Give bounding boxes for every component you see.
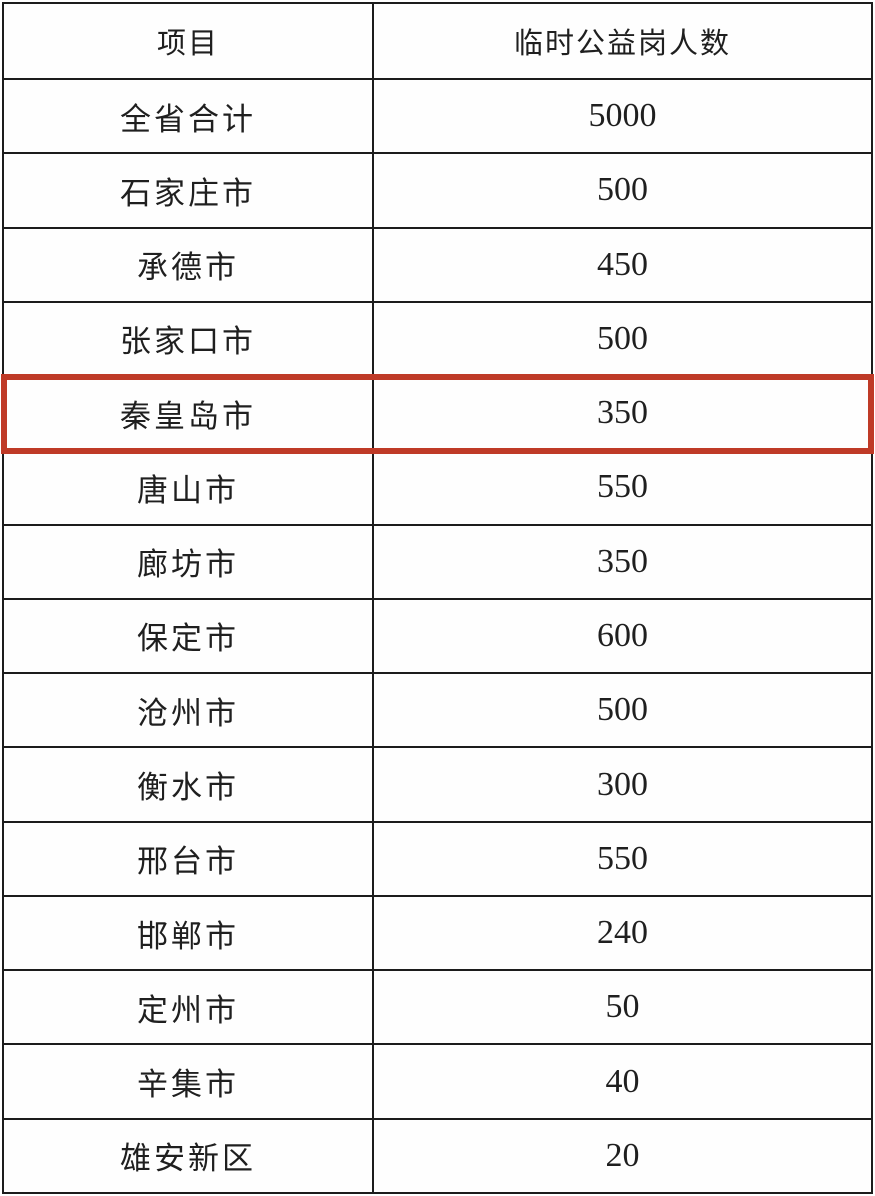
table-row: 承德市 450 [4, 228, 871, 303]
table-row: 沧州市 500 [4, 674, 871, 749]
row-value: 500 [597, 691, 648, 729]
row-label: 石家庄市 [4, 154, 374, 227]
row-value: 450 [597, 245, 648, 283]
table-row: 廊坊市 350 [4, 525, 871, 600]
row-value: 350 [597, 542, 648, 580]
row-label: 沧州市 [4, 674, 374, 747]
row-value: 300 [597, 765, 648, 803]
column-header-headcount: 临时公益岗人数 [513, 28, 731, 60]
table-row: 全省合计 5000 [4, 80, 871, 155]
row-label: 全省合计 [4, 80, 374, 153]
row-label: 秦皇岛市 [4, 377, 374, 450]
row-value: 550 [597, 468, 648, 506]
row-value: 240 [597, 914, 648, 952]
row-label: 邢台市 [4, 822, 374, 895]
row-value: 5000 [588, 97, 657, 135]
table-row: 唐山市 550 [4, 451, 871, 526]
row-value: 50 [605, 988, 640, 1026]
row-label: 衡水市 [4, 748, 374, 821]
row-value: 550 [597, 839, 648, 877]
row-value: 20 [605, 1136, 640, 1174]
row-label: 邯郸市 [4, 896, 374, 970]
row-label: 张家口市 [4, 302, 374, 376]
table-row: 邯郸市 240 [4, 896, 871, 972]
table-row: 保定市 600 [4, 599, 871, 675]
table-header-row: 项目 临时公益岗人数 [4, 4, 871, 80]
row-label: 辛集市 [4, 1045, 374, 1118]
table-row: 衡水市 300 [4, 748, 871, 823]
table-row-highlighted: 秦皇岛市 350 [1, 374, 874, 455]
table-row: 辛集市 40 [4, 1045, 871, 1120]
row-value: 500 [597, 171, 648, 209]
column-header-project: 项目 [4, 4, 374, 78]
row-label: 保定市 [4, 599, 374, 673]
table-row: 石家庄市 500 [4, 154, 871, 229]
table-row: 定州市 50 [4, 971, 871, 1046]
row-value: 500 [597, 319, 648, 357]
row-label: 定州市 [4, 971, 374, 1044]
row-value: 40 [605, 1062, 640, 1100]
row-label: 廊坊市 [4, 525, 374, 598]
row-value: 600 [597, 616, 648, 654]
table-row: 邢台市 550 [4, 822, 871, 897]
row-label: 雄安新区 [4, 1119, 374, 1192]
row-label: 唐山市 [4, 451, 374, 524]
table-row: 雄安新区 20 [4, 1119, 871, 1192]
table-row: 张家口市 500 [4, 302, 871, 378]
row-label: 承德市 [4, 228, 374, 301]
row-value: 350 [597, 394, 648, 432]
